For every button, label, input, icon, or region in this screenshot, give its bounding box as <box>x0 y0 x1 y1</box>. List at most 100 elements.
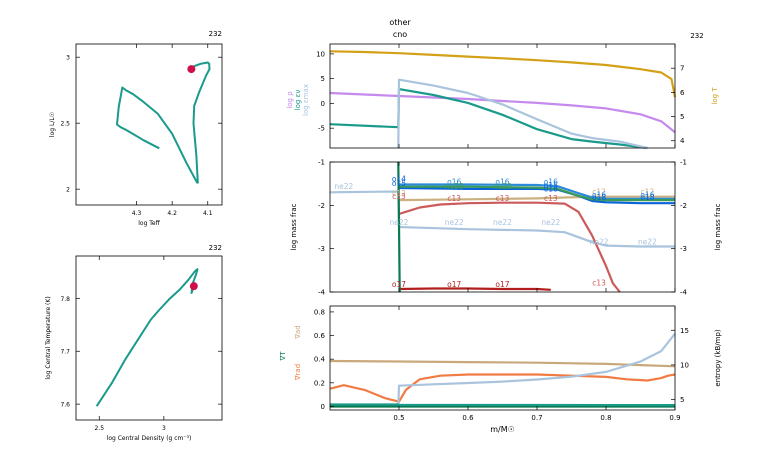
center-ylabel: log Central Temperature (K) <box>45 296 52 379</box>
hr-ytick-label: 2 <box>66 187 70 194</box>
profile-top-ytick-label: -5 <box>318 125 325 133</box>
profile-top-ylabel: log εmax <box>302 84 310 116</box>
profile-gradients-panel: 0.5 0.6 0.7 0.8 0.9 0 0.2 0.4 0.6 0.8 5 10 15 m/M☉ ∇ra… <box>279 305 722 434</box>
profile-bottom-ylabel: ∇ad <box>294 325 302 339</box>
center-ytick-label: 7.8 <box>60 296 70 303</box>
species-label-o16: o16 <box>495 178 509 187</box>
species-label-ne22: ne22 <box>638 237 657 246</box>
profile-top-frame <box>329 43 676 149</box>
profile-mid-ytick-right-label: -1 <box>680 159 687 167</box>
species-label-o18: o18 <box>592 193 606 202</box>
hr-xtick-label: 4.3 <box>132 210 142 217</box>
species-label-ne20: ne20 <box>493 182 512 191</box>
profile-bottom-tan-line <box>329 359 676 368</box>
center-ytick-label: 7.6 <box>60 402 70 409</box>
profile-top-ytick-right-label: 7 <box>680 65 684 73</box>
profile-top-gold-line <box>329 50 677 98</box>
profile-mid-c12-line <box>398 195 675 202</box>
profile-xtick-label: 0.6 <box>462 414 474 422</box>
hr-xlabel: log Teff <box>138 220 160 227</box>
species-label-ne22: ne22 <box>590 237 609 246</box>
model-number-right: 232 <box>690 32 703 40</box>
profile-xtick-label: 0.5 <box>393 414 404 422</box>
center-current-point <box>189 282 198 291</box>
species-label-c13: c13 <box>496 194 510 203</box>
profile-mid-ytick-label: -1 <box>318 159 325 167</box>
profile-bottom-orange-line <box>329 373 676 403</box>
profile-mid-c13-line <box>398 201 621 293</box>
profile-mid-ylabel: log mass frac <box>290 203 298 250</box>
species-label-o16: o16 <box>640 191 654 200</box>
profile-top-ytick-label: 10 <box>316 50 325 58</box>
profile-top-ylabel: log ρ <box>286 91 294 109</box>
hr-diagram-panel: 232 4.3 4.2 4.1 2 2.5 3 log Teff log L/L☉ <box>49 30 223 227</box>
center-frame <box>75 255 223 421</box>
profile-bottom-ytick-right-label: 15 <box>680 327 689 335</box>
species-label-c12: c12 <box>592 188 606 197</box>
species-label-ne22: ne22 <box>541 218 560 227</box>
center-track <box>95 268 199 407</box>
profile-top-ytick-label: 0 <box>321 100 325 108</box>
top-label-other: other <box>389 18 411 27</box>
hr-xtick-label: 4.2 <box>167 210 177 217</box>
profile-top-lightblue-line <box>397 78 648 150</box>
hr-frame <box>75 43 223 206</box>
hr-current-point <box>187 65 196 74</box>
species-label-o17: o17 <box>392 280 406 289</box>
profile-xlabel: m/M☉ <box>490 425 515 434</box>
species-label-o16: o16 <box>592 191 606 200</box>
profile-mid-ytick-label: -2 <box>318 202 325 210</box>
profile-bottom-ylabel: ∇T <box>279 351 287 362</box>
profile-mid-ytick-label: -3 <box>318 245 325 253</box>
center-ytick-label: 7.7 <box>60 349 70 356</box>
species-label-o18: o18 <box>544 184 558 193</box>
hr-ytick-label: 3 <box>66 55 70 62</box>
center-title: 232 <box>209 244 222 252</box>
species-label-o16: o16 <box>447 178 461 187</box>
species-label-o15: o15 <box>392 179 406 188</box>
center-xlabel: log Central Density (g cm⁻³) <box>107 435 192 442</box>
top-label-cno: cno <box>393 30 407 39</box>
center-xtick-label: 2.5 <box>94 425 104 432</box>
profile-mid-ytick-label: -4 <box>318 289 326 297</box>
species-label-o16: o16 <box>544 178 558 187</box>
profile-bottom-ytick-label: 0.4 <box>314 356 326 364</box>
hr-xtick-label: 4.1 <box>203 210 213 217</box>
profile-mid-ytick-right-label: -3 <box>680 245 687 253</box>
profile-top-ylabel-right: log T <box>711 87 719 105</box>
profile-top-ytick-label: 5 <box>321 75 325 83</box>
profile-mid-ne20-line <box>399 185 675 202</box>
species-label-c13: c13 <box>447 194 461 203</box>
profile-bottom-ylabel: ∇rad <box>294 364 302 381</box>
species-label-ne22: ne22 <box>390 218 409 227</box>
profile-bottom-ytick-right-label: 10 <box>680 361 689 369</box>
profile-bottom-frame <box>329 305 676 411</box>
species-label-ne22: ne22 <box>334 182 353 191</box>
species-label-ne22: ne22 <box>445 218 464 227</box>
hr-title: 232 <box>209 30 222 38</box>
center-xtick-label: 3 <box>162 425 166 432</box>
profile-mid-o16-line <box>399 183 675 200</box>
species-label-c13: c13 <box>392 192 406 201</box>
profile-mid-ytick-right-label: -2 <box>680 202 687 210</box>
hr-ylabel: log L/L☉ <box>49 112 56 137</box>
profile-mid-h1-line <box>397 161 401 293</box>
profile-top-ytick-right-label: 4 <box>680 137 685 145</box>
species-label-o14: o14 <box>392 175 406 184</box>
profile-xtick-label: 0.8 <box>600 414 611 422</box>
profile-bottom-ylabel-right: entropy (kB/mp) <box>714 329 722 387</box>
species-label-ne20: ne20 <box>445 182 464 191</box>
profile-xtick-label: 0.7 <box>531 414 542 422</box>
species-label-c13: c13 <box>592 279 606 288</box>
profile-xtick-label: 0.9 <box>669 414 680 422</box>
species-label-o17: o17 <box>447 280 461 289</box>
profile-mid-ylabel-right: log mass frac <box>714 203 722 250</box>
profile-bottom-lightblue-line <box>397 333 676 406</box>
profile-bottom-teal-line <box>330 403 676 407</box>
profile-top-ytick-right-label: 6 <box>680 89 685 97</box>
profile-mid-frame <box>329 161 676 293</box>
species-label-c12: c12 <box>392 189 406 198</box>
profile-mid-o17-line <box>398 287 551 291</box>
